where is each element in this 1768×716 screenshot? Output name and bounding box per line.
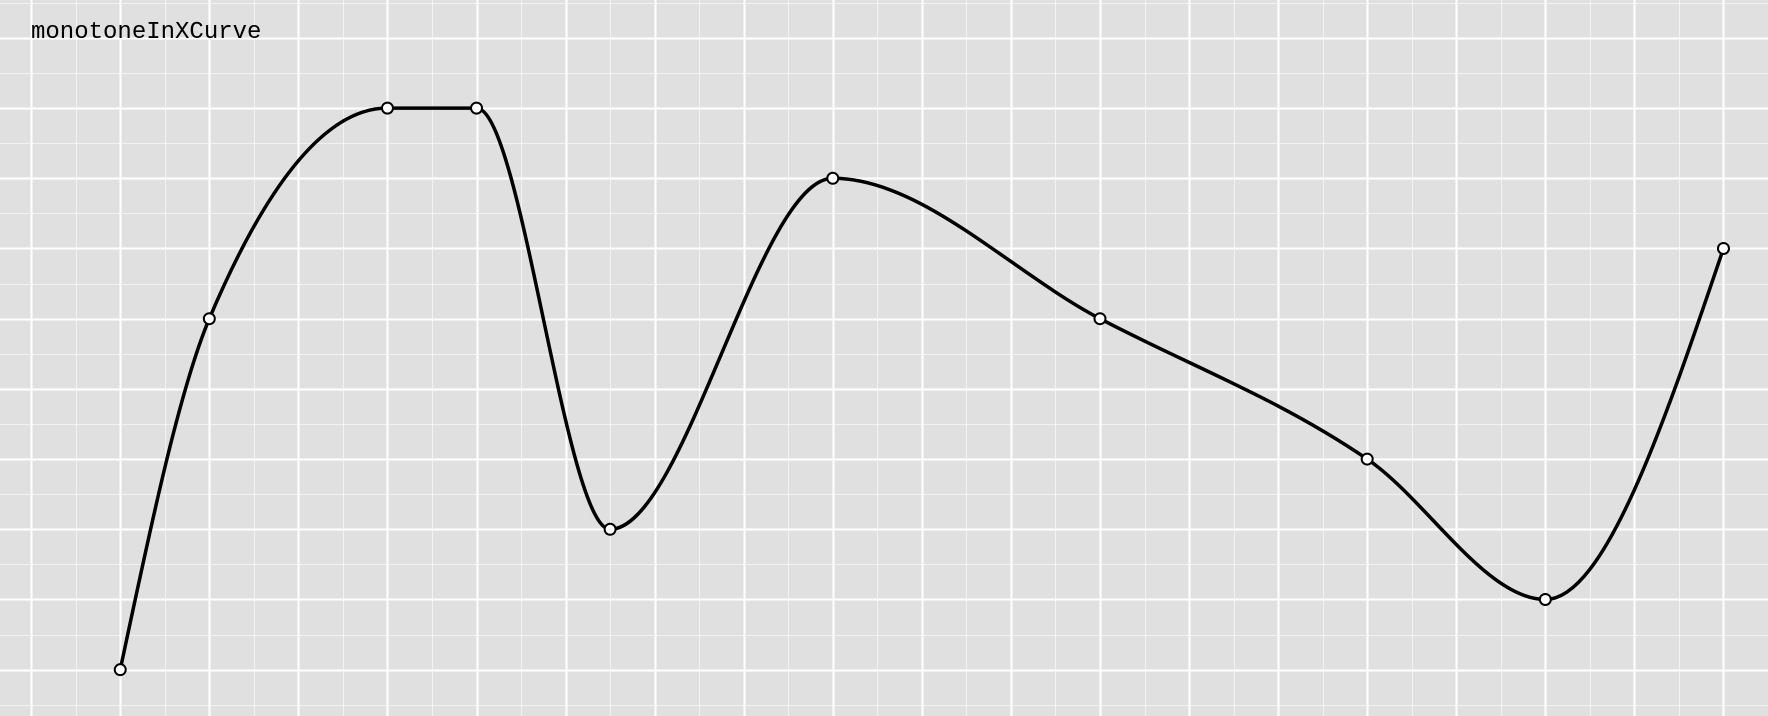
data-point xyxy=(202,312,216,326)
data-points xyxy=(113,101,1730,677)
chart-title: monotoneInXCurve xyxy=(31,19,261,46)
data-point xyxy=(1716,241,1730,255)
data-point xyxy=(380,101,394,115)
data-point xyxy=(1538,592,1552,606)
data-point xyxy=(470,101,484,115)
data-point xyxy=(113,663,127,677)
data-point xyxy=(1360,452,1374,466)
series-line xyxy=(118,106,1726,672)
data-point xyxy=(826,171,840,185)
data-point xyxy=(603,522,617,536)
data-point xyxy=(1093,312,1107,326)
